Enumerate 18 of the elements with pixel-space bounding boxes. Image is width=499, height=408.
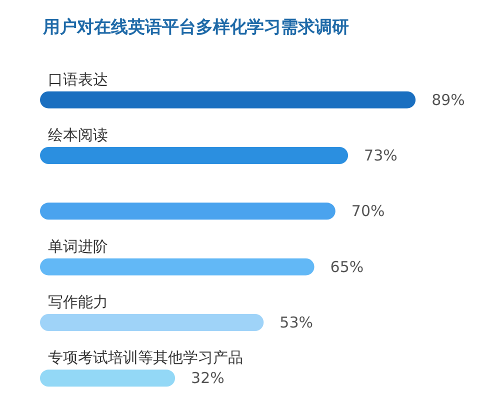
y-tick-label: 单词进阶: [48, 237, 108, 256]
y-tick-label: 绘本阅读: [48, 126, 108, 144]
chart-title: 用户对在线英语平台多样化学习需求调研: [42, 18, 349, 38]
bar: [40, 370, 176, 387]
y-tick-label: 口语表达: [48, 70, 108, 88]
data-label: 53%: [280, 314, 314, 332]
bar: [40, 314, 264, 331]
bar: [40, 258, 314, 276]
bar: [40, 202, 336, 220]
bar: [40, 147, 348, 164]
data-label: 65%: [330, 258, 364, 276]
data-label: 89%: [432, 90, 465, 109]
y-tick-label: 专项考试培训等其他学习产品: [48, 348, 243, 367]
data-label: 70%: [351, 202, 385, 220]
data-label: 73%: [364, 146, 398, 164]
bar: [40, 91, 416, 108]
data-label: 32%: [191, 369, 224, 388]
y-tick-label: 写作能力: [48, 293, 108, 311]
